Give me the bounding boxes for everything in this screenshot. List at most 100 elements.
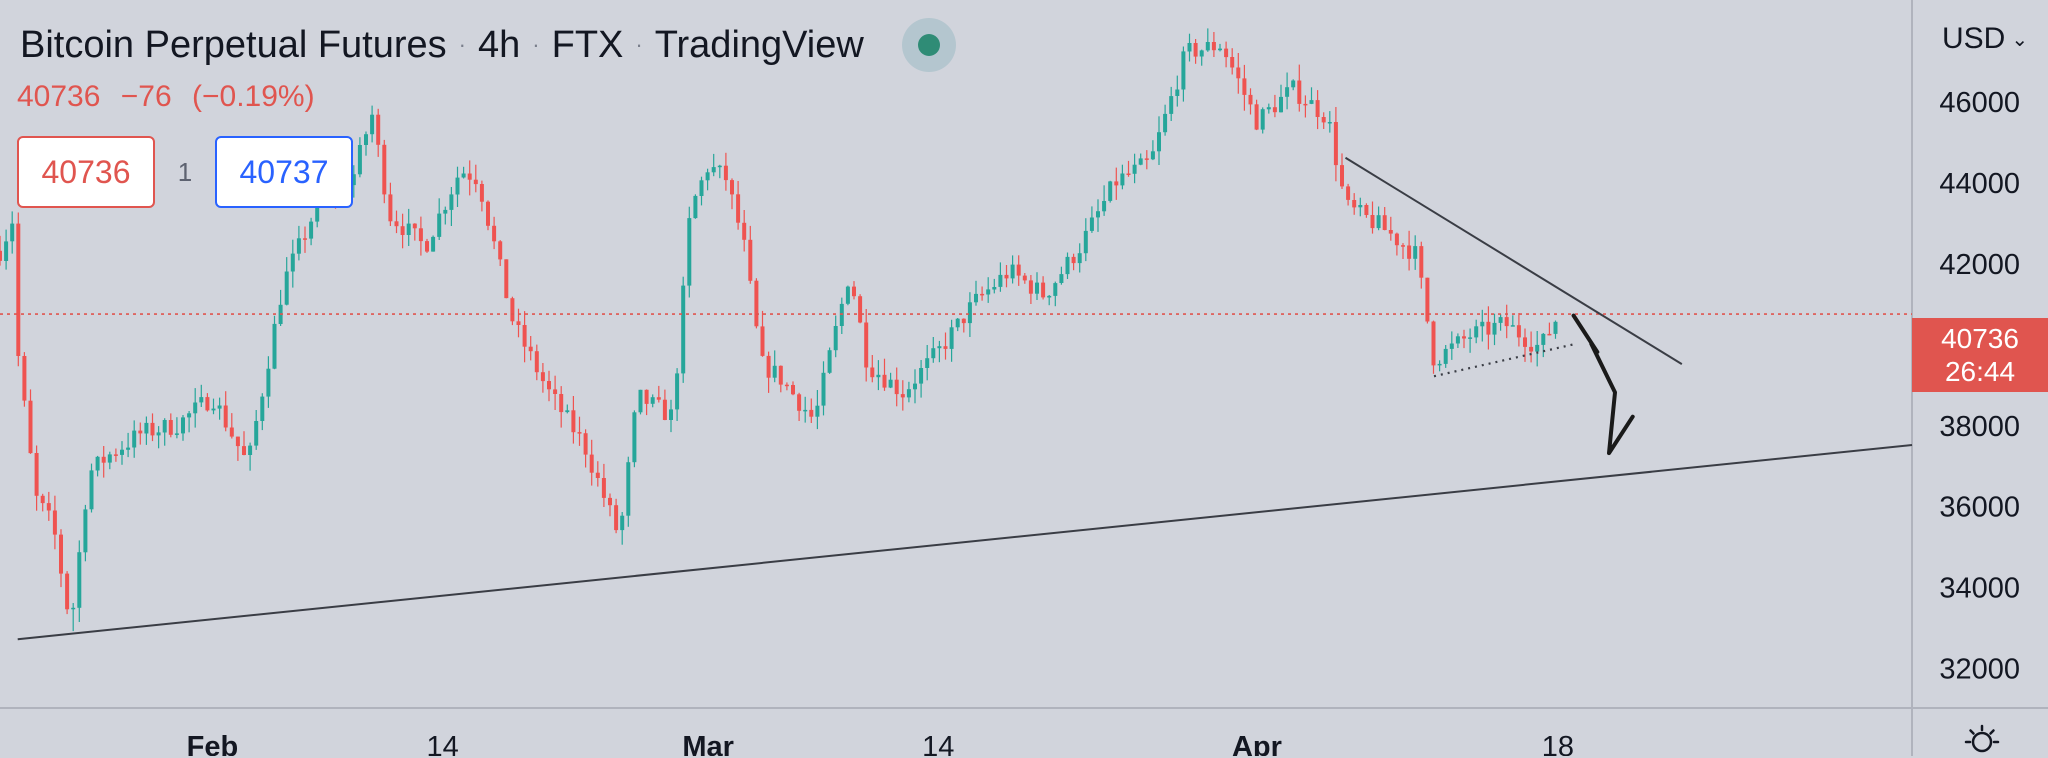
candle-body (65, 573, 70, 610)
candle-body (1065, 256, 1070, 275)
candle-body (120, 449, 124, 455)
candle-body (601, 478, 606, 498)
candle-body (1199, 50, 1204, 57)
sell-price-button[interactable]: 40736 (17, 136, 155, 208)
candle-body (1523, 337, 1527, 347)
candle-body (199, 397, 204, 403)
candle-body (1297, 80, 1302, 104)
candle-body (1132, 164, 1137, 174)
settings-icon[interactable] (1962, 722, 2002, 758)
candle-body (766, 355, 771, 378)
candle-body (1102, 201, 1107, 212)
candle-body (113, 454, 118, 456)
buy-price-button[interactable]: 40737 (215, 136, 353, 208)
candle-body (1059, 274, 1064, 283)
candle-body (1035, 282, 1039, 294)
candle-body (1096, 211, 1100, 218)
candle-body (168, 420, 173, 435)
candle-body (730, 180, 734, 195)
candle-countdown: 26:44 (1944, 356, 2016, 387)
dotted-support-line[interactable] (1433, 342, 1576, 378)
candle-body (736, 194, 741, 223)
candle-body (242, 446, 246, 455)
candle-body (1205, 42, 1210, 51)
candle-body (693, 195, 698, 219)
candle-body (821, 372, 826, 406)
support-trendline[interactable] (17, 444, 1913, 641)
candle-body (717, 165, 722, 168)
candle-body (1089, 217, 1094, 231)
source-label: TradingView (654, 23, 864, 66)
candle-body (303, 238, 307, 240)
candle-body (1071, 256, 1076, 264)
interval-label[interactable]: 4h (478, 23, 521, 66)
candle-body (1486, 321, 1491, 335)
time-axis-tick-label: Mar (682, 731, 734, 756)
price-change-percent: (−0.19%) (192, 80, 315, 113)
candle-body (1413, 246, 1418, 259)
candle-body (309, 221, 314, 239)
candle-body (235, 436, 240, 447)
candle-body (608, 497, 612, 506)
candle-body (650, 397, 655, 404)
candle-body (1510, 325, 1515, 327)
currency-selector[interactable]: USD ⌄ (1942, 22, 2028, 56)
hand-drawn-projection[interactable] (1571, 313, 1635, 456)
candle-body (1504, 317, 1509, 327)
candle-body (839, 303, 844, 326)
candle-body (510, 298, 515, 322)
candle-body (778, 365, 783, 385)
candle-body (364, 134, 368, 145)
candle-body (1535, 344, 1540, 352)
candle-body (1388, 230, 1393, 234)
candle-body (211, 408, 216, 411)
candle-body (705, 172, 710, 181)
candle-body (479, 184, 484, 202)
candle-body (980, 293, 985, 296)
candle-body (382, 144, 387, 195)
candle-body (638, 389, 643, 413)
candle-body (528, 346, 533, 352)
candle-body (1041, 282, 1046, 298)
candle-body (919, 368, 924, 384)
candle-body (126, 447, 131, 450)
candle-body (723, 165, 728, 181)
candle-body (632, 412, 637, 463)
candle-body (412, 223, 417, 229)
candle-body (626, 462, 631, 516)
candle-body (455, 177, 460, 195)
quote-summary: 40736 −76 (−0.19%) (17, 80, 327, 114)
candle-body (565, 410, 570, 413)
candle-body (931, 348, 936, 359)
candle-body (22, 356, 27, 401)
last-price-value: 40736 (17, 80, 101, 113)
candle-body (882, 374, 887, 388)
candle-body (461, 173, 466, 178)
candle-body (1492, 322, 1497, 335)
candle-body (937, 346, 942, 349)
candle-body (1455, 336, 1460, 344)
candle-body (34, 453, 39, 496)
candle-body (193, 402, 198, 414)
candle-body (46, 503, 51, 511)
candle-body (1480, 321, 1485, 327)
candle-body (1529, 346, 1534, 352)
candle-body (1242, 78, 1247, 95)
candle-body (156, 432, 161, 436)
resistance-trendline[interactable] (1344, 156, 1683, 365)
candle-body (449, 194, 454, 210)
market-status-icon[interactable] (901, 18, 956, 72)
price-change-value: −76 (120, 80, 172, 113)
candle-body (296, 238, 301, 254)
candle-body (583, 433, 588, 455)
candle-body (437, 213, 442, 237)
candle-body (1138, 158, 1143, 165)
candle-body (431, 236, 436, 252)
candle-body (4, 241, 9, 261)
candle-body (83, 509, 88, 553)
symbol-name[interactable]: Bitcoin Perpetual Futures (20, 23, 447, 66)
candle-body (1541, 333, 1546, 345)
candle-body (425, 241, 429, 252)
candle-body (845, 286, 850, 304)
candle-body (101, 456, 106, 463)
